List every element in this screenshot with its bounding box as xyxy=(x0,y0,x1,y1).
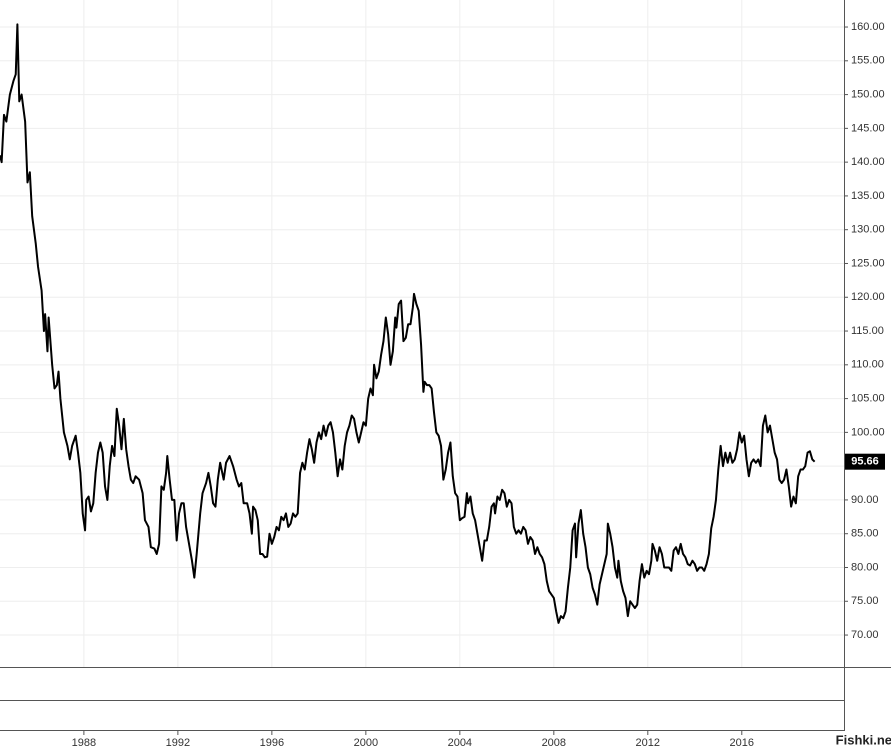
y-tick-label: 100.00 xyxy=(851,426,885,438)
y-tick-label: 160.00 xyxy=(851,21,885,33)
y-tick-label: 130.00 xyxy=(851,224,885,236)
x-tick-label: 2008 xyxy=(542,737,566,749)
y-tick-label: 110.00 xyxy=(851,359,884,371)
watermark: Fishki.net xyxy=(836,732,891,747)
y-tick-label: 85.00 xyxy=(851,528,879,540)
y-tick-label: 115.00 xyxy=(851,325,884,337)
y-tick-label: 90.00 xyxy=(851,494,879,506)
x-tick-label: 2004 xyxy=(448,737,472,749)
y-tick-label: 75.00 xyxy=(851,595,879,607)
y-tick-label: 80.00 xyxy=(851,561,879,573)
x-tick-label: 1992 xyxy=(166,737,190,749)
y-tick-label: 120.00 xyxy=(851,291,885,303)
x-tick-label: 2000 xyxy=(354,737,378,749)
y-tick-label: 155.00 xyxy=(851,55,885,67)
y-tick-label: 105.00 xyxy=(851,392,885,404)
y-tick-label: 70.00 xyxy=(851,629,879,641)
x-tick-label: 2016 xyxy=(730,737,754,749)
y-tick-label: 125.00 xyxy=(851,257,885,269)
x-tick-label: 1988 xyxy=(72,737,96,749)
y-tick-label: 140.00 xyxy=(851,156,885,168)
x-tick-label: 1996 xyxy=(260,737,284,749)
y-tick-label: 150.00 xyxy=(851,88,885,100)
line-series xyxy=(0,23,816,624)
x-tick-label: 2012 xyxy=(636,737,660,749)
y-tick-label: 135.00 xyxy=(851,190,885,202)
y-tick-label: 145.00 xyxy=(851,122,885,134)
last-value-label: 95.66 xyxy=(851,456,879,468)
last-value-box xyxy=(845,453,885,470)
